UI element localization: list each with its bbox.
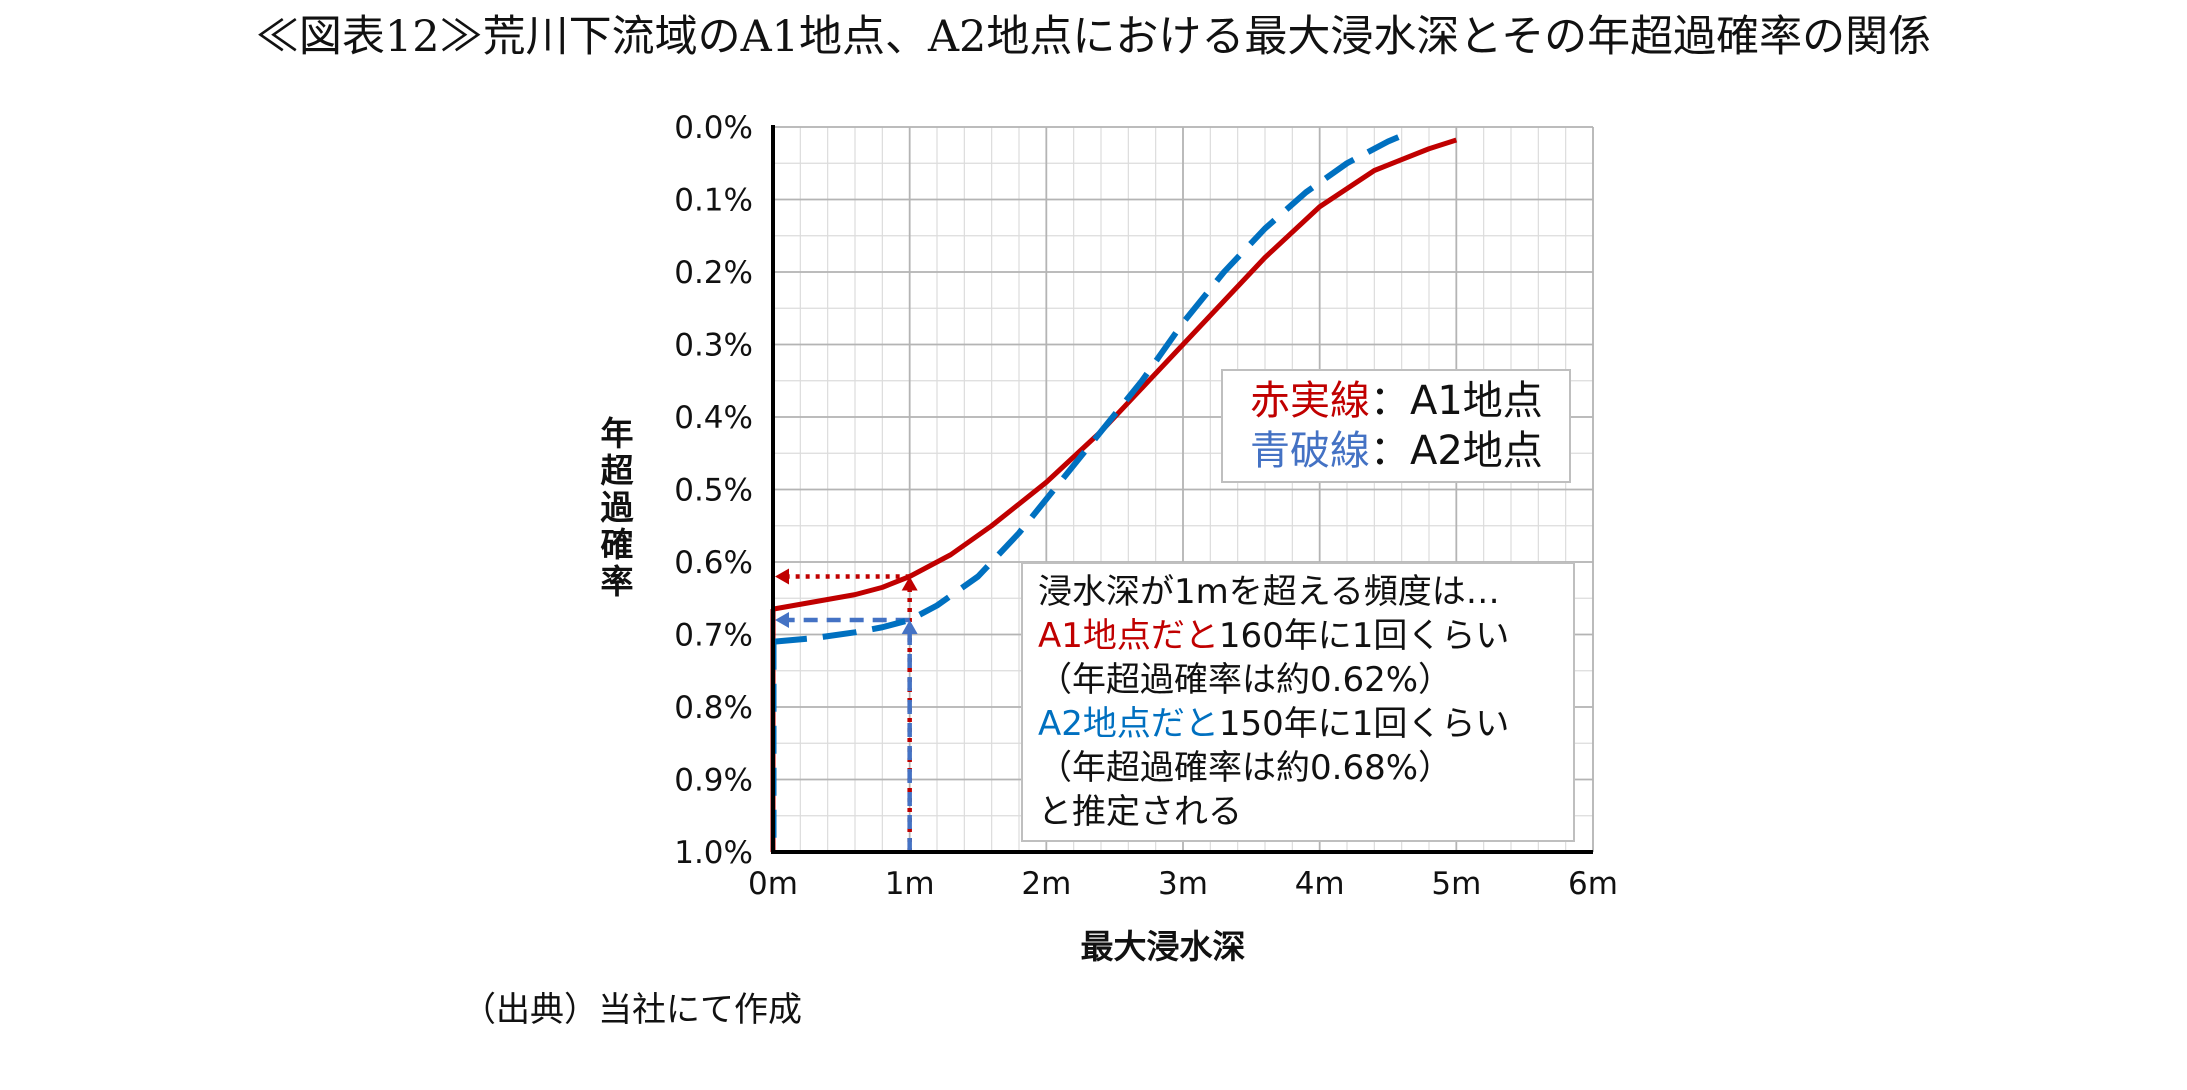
x-tick-label: 6m [1568, 866, 1618, 902]
x-tick-labels: 0m 1m 2m 3m 4m 5m 6m [748, 866, 1618, 902]
legend-entry-1: 赤実線：A1地点 [1250, 378, 1543, 424]
y-axis-label-char: 確 [601, 525, 634, 564]
y-tick-label: 0.0% [674, 110, 753, 146]
y-axis-label-char: 年 [601, 414, 634, 453]
y-tick-label: 0.9% [674, 763, 753, 799]
series-line-a2 [772, 132, 1403, 645]
x-tick-label: 4m [1295, 866, 1345, 902]
y-tick-labels: 0.0% 0.1% 0.2% 0.3% 0.4% 0.5% 0.6% 0.7% 0.8% 0.9%… [674, 110, 753, 871]
ref-arrowhead-left-1 [775, 568, 789, 585]
x-tick-label: 1m [885, 866, 935, 902]
figure-title: ≪図表12≫荒川下流域のA1地点、A2地点における最大浸水深とその年超過確率の関… [255, 12, 1932, 62]
legend-box [1221, 369, 1571, 483]
x-tick-label: 5m [1431, 866, 1481, 902]
y-tick-label: 0.5% [674, 473, 753, 509]
y-axis-label-char: 率 [601, 562, 634, 601]
annotation-line-6: と推定される [1038, 792, 1242, 832]
annotation-line-5: （年超過確率は約0.68%） [1038, 748, 1452, 788]
y-tick-label: 0.3% [674, 328, 753, 364]
ref-arrowhead-left-2 [775, 612, 789, 628]
annotation-line-2: A1地点だと160年に1回くらい [1038, 616, 1509, 656]
ref-arrowhead-up-1 [901, 576, 918, 591]
y-axis-label: 年超過確率 [601, 414, 635, 601]
annotation-box: 浸水深が1mを超える頻度は…A1地点だと160年に1回くらい（年超過確率は約0.… [1021, 562, 1575, 842]
axes [771, 125, 1593, 854]
reference-lines [775, 568, 918, 852]
annotation-line-3: （年超過確率は約0.62%） [1038, 660, 1452, 700]
annotation-box-frame [1021, 562, 1575, 842]
source-note: （出典）当社にて作成 [462, 990, 802, 1030]
annotation-line-1: 浸水深が1mを超える頻度は… [1038, 572, 1500, 612]
annotation-line-4: A2地点だと150年に1回くらい [1038, 704, 1509, 744]
y-tick-label: 0.7% [674, 618, 753, 654]
y-tick-label: 0.6% [674, 545, 753, 581]
series-line-a1 [772, 137, 1458, 612]
y-tick-label: 0.1% [674, 183, 753, 219]
y-axis-label-char: 過 [601, 488, 635, 527]
x-tick-label: 3m [1158, 866, 1208, 902]
y-axis-label-char: 超 [601, 451, 635, 490]
ref-arrowhead-up-2 [901, 620, 918, 634]
y-tick-label: 0.8% [674, 690, 753, 726]
x-tick-label: 0m [748, 866, 798, 902]
x-tick-label: 2m [1021, 866, 1071, 902]
y-tick-label: 1.0% [674, 835, 753, 871]
y-tick-label: 0.4% [674, 400, 753, 436]
x-axis-label: 最大浸水深 [1081, 927, 1246, 966]
y-tick-label: 0.2% [674, 255, 753, 291]
legend-entry-2: 青破線：A2地点 [1250, 428, 1543, 474]
